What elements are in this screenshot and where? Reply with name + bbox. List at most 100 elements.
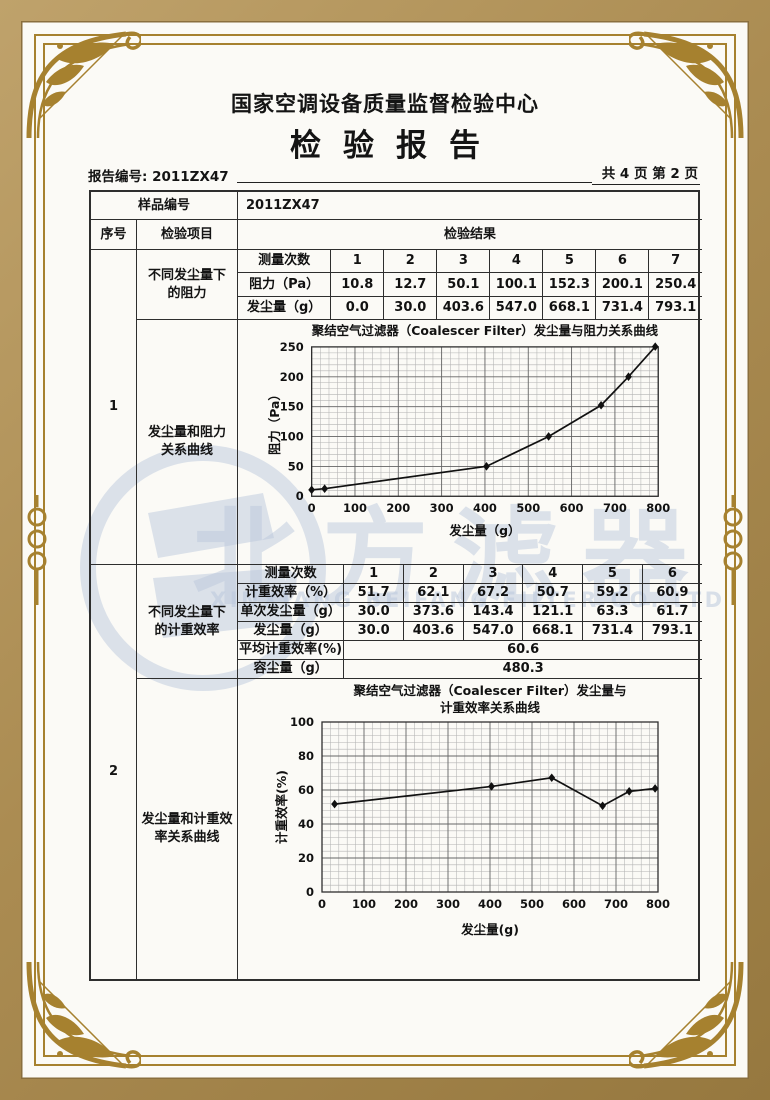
row-label: 容尘量（g） <box>238 659 345 678</box>
row-label: 测量次数 <box>238 250 332 274</box>
group1-chart-cell: 0 100 200 300 400 500 600 700 800 0 50 100 150 200 250… <box>238 320 702 565</box>
result-cell: 5 <box>542 250 597 274</box>
row-label: 阻力（Pa） <box>238 272 332 297</box>
x-axis-label: 发尘量(g) <box>460 922 519 937</box>
result-cell: 59.2 <box>582 583 643 603</box>
data-point-marker <box>625 372 632 381</box>
y-axis-label: 计重效率(%) <box>274 770 289 844</box>
table-row: 单次发尘量（g） 30.0 373.6 143.4 121.1 63.3 61.7 <box>238 602 702 622</box>
x-axis-label: 发尘量（g） <box>448 523 520 538</box>
result-cell: 50.7 <box>522 583 584 603</box>
result-cell: 7 <box>648 250 702 274</box>
result-cell: 403.6 <box>436 296 491 319</box>
result-cell: 793.1 <box>655 300 697 316</box>
y-tick-label: 40 <box>298 817 314 831</box>
group1-seq: 1 <box>91 250 137 565</box>
result-cell: 12.7 <box>383 272 438 297</box>
y-tick-label: 100 <box>280 430 304 444</box>
y-tick-label: 250 <box>280 340 304 354</box>
y-tick-label: 100 <box>290 715 314 729</box>
group1-item-resistance-label: 不同发尘量下 的阻力 <box>137 250 238 320</box>
x-tick-label: 800 <box>646 897 670 911</box>
row-label: 计重效率（%） <box>238 583 345 603</box>
chart-title: 聚结空气过滤器（Coalescer Filter）发尘量与阻力关系曲线 <box>311 323 659 338</box>
result-cell: 793.1 <box>642 621 702 641</box>
dust-resistance-chart: 0 100 200 300 400 500 600 700 800 0 50 100 150 200 250… <box>267 323 670 538</box>
row-label: 平均计重效率(%) <box>238 640 345 660</box>
result-cell: 668.1 <box>522 621 584 641</box>
result-cell: 403.6 <box>403 621 464 641</box>
result-cell: 30.0 <box>343 621 404 641</box>
result-cell: 100.1 <box>489 272 544 297</box>
meta-underline <box>236 181 592 183</box>
result-cell: 30.0 <box>383 296 438 319</box>
page-info: 共 4 页 第 2 页 <box>591 162 700 185</box>
data-point-marker <box>651 784 659 793</box>
x-tick-label: 700 <box>604 897 628 911</box>
y-axis-label: 阻力（Pa） <box>267 388 282 455</box>
result-column-header: 检验结果 <box>238 220 702 250</box>
x-tick-label: 800 <box>646 501 670 515</box>
result-cell: 373.6 <box>403 602 464 622</box>
report-number: 报告编号: 2011ZX47 <box>88 169 229 185</box>
group2-item-efficiency-label: 不同发尘量下 的计重效率 <box>137 565 238 679</box>
dust-efficiency-chart: 0 100 200 300 400 500 600 700 800 0 20 40 60 80 100 聚结空… <box>274 683 670 937</box>
x-tick-label: 300 <box>436 897 460 911</box>
edge-ornament-left-icon <box>27 495 47 605</box>
group2-item-curve-label: 发尘量和计重效 率关系曲线 <box>137 679 238 979</box>
x-tick-label: 600 <box>562 897 586 911</box>
y-tick-label: 80 <box>298 749 314 763</box>
result-cell: 3 <box>436 250 491 274</box>
result-cell: 51.7 <box>343 583 404 603</box>
x-tick-label: 500 <box>520 897 544 911</box>
result-cell: 143.4 <box>463 602 524 622</box>
result-cell: 547.0 <box>489 296 544 319</box>
result-cell: 67.2 <box>463 583 524 603</box>
group1-item-curve-label: 发尘量和阻力 关系曲线 <box>137 320 238 565</box>
result-cell: 200.1 <box>595 272 650 297</box>
data-point-marker <box>321 484 329 493</box>
data-point-marker <box>308 485 316 495</box>
table-row: 发尘量（g） 0.0 30.0 403.6 547.0 668.1 731.4 793.1 <box>238 296 702 319</box>
x-tick-label: 400 <box>478 897 502 911</box>
data-point-marker <box>331 799 338 809</box>
result-cell: 731.4 <box>595 296 650 319</box>
item-column-header: 检验项目 <box>137 220 238 250</box>
result-cell: 61.7 <box>642 602 702 622</box>
row-label: 测量次数 <box>238 565 345 584</box>
avg-efficiency-value: 60.6 <box>343 640 702 660</box>
paper-sheet <box>21 21 749 1079</box>
row-label: 单次发尘量（g） <box>238 602 345 622</box>
data-point-marker <box>545 432 553 441</box>
result-cell: 10.8 <box>330 272 385 297</box>
group2-chart-cell: 0 100 200 300 400 500 600 700 800 0 20 40 60 80 100 聚结空… <box>238 679 702 979</box>
result-cell: 4 <box>489 250 544 274</box>
data-point-marker <box>488 782 495 791</box>
dust-capacity-value: 480.3 <box>502 661 544 677</box>
data-point-marker <box>599 801 607 811</box>
sample-no-label: 样品编号 <box>91 192 238 220</box>
y-tick-label: 200 <box>280 370 304 384</box>
result-cell: 60.9 <box>642 583 702 603</box>
x-tick-label: 100 <box>343 501 367 515</box>
x-tick-label: 700 <box>603 501 627 515</box>
row-label: 发尘量（g） <box>238 296 332 319</box>
x-tick-label: 0 <box>318 897 326 911</box>
table-row: 平均计重效率(%) 60.6 <box>238 640 702 660</box>
x-tick-label: 600 <box>560 501 584 515</box>
y-tick-label: 0 <box>306 885 314 899</box>
data-point-marker <box>625 787 633 796</box>
result-cell: 6 <box>595 250 650 274</box>
result-cell: 668.1 <box>542 296 597 319</box>
plot-border <box>321 721 659 893</box>
plot-border <box>311 346 659 497</box>
result-cell: 1 <box>330 250 385 274</box>
sample-no-value: 2011ZX47 <box>238 192 702 220</box>
row-label: 发尘量（g） <box>238 621 345 641</box>
data-point-marker <box>597 400 605 410</box>
